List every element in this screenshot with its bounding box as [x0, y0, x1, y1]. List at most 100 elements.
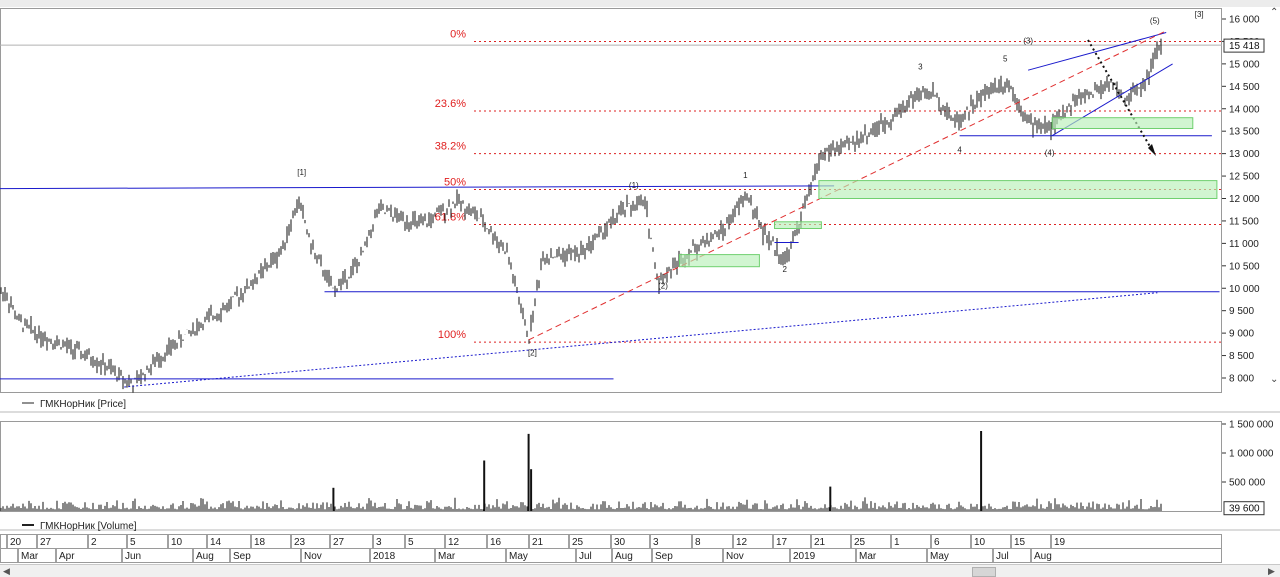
day-label: 14 — [210, 537, 222, 548]
last-volume-box — [1223, 501, 1265, 516]
price-tick-label: 8 000 — [1229, 374, 1254, 385]
wave-label: (3) — [1023, 37, 1033, 46]
month-label: Jul — [996, 551, 1009, 562]
wave-label: [2] — [528, 349, 537, 358]
price-tick-label: 10 500 — [1229, 261, 1260, 272]
day-label: 5 — [408, 537, 414, 548]
day-label: 23 — [294, 537, 306, 548]
price-panel — [0, 8, 1222, 393]
day-label: 27 — [40, 537, 52, 548]
channel-line — [1027, 32, 1167, 71]
month-label: May — [930, 551, 949, 562]
month-label: Apr — [59, 551, 75, 562]
price-tick-label: 12 000 — [1229, 194, 1260, 205]
month-label: Nov — [304, 551, 322, 562]
wave-label: 1 — [743, 171, 748, 180]
price-tick-label: 11 500 — [1229, 216, 1259, 227]
support-zone — [679, 254, 760, 268]
day-label: 1 — [894, 537, 900, 548]
wave-label: [1] — [297, 168, 306, 177]
month-label: Jun — [125, 551, 141, 562]
support-zone — [818, 180, 1218, 200]
day-label: 5 — [130, 537, 136, 548]
day-label: 20 — [10, 537, 22, 548]
day-label: 8 — [695, 537, 701, 548]
price-tick-label: 10 000 — [1229, 284, 1260, 295]
last-price-box — [1223, 38, 1265, 53]
price-bars — [0, 38, 1162, 393]
day-label: 19 — [1054, 537, 1066, 548]
volume-panel — [0, 421, 1222, 512]
day-label: 21 — [814, 537, 826, 548]
window-top-strip — [0, 0, 1280, 7]
last-price-label: 15 418 — [1229, 41, 1260, 52]
last-volume-label: 39 600 — [1229, 504, 1260, 515]
month-label: Aug — [196, 551, 214, 562]
day-label: 27 — [333, 537, 345, 548]
fib-level-label: 50% — [444, 177, 466, 189]
day-label: 6 — [934, 537, 940, 548]
day-label: 16 — [490, 537, 502, 548]
price-tick-label: 14 500 — [1229, 82, 1260, 93]
price-tick-label: 13 500 — [1229, 127, 1260, 138]
month-label: Nov — [726, 551, 744, 562]
volume-legend-label: ГМКНорНик [Volume] — [40, 521, 137, 532]
projection-arrow-head — [1148, 144, 1156, 156]
day-label: 2 — [91, 537, 97, 548]
price-tick-label: 14 000 — [1229, 104, 1260, 115]
day-label: 10 — [171, 537, 183, 548]
month-label: 2019 — [793, 551, 816, 562]
support-zone — [774, 221, 822, 230]
day-label: 3 — [653, 537, 659, 548]
volume-bars — [0, 497, 1162, 511]
price-tick-label: 8 500 — [1229, 351, 1254, 362]
day-label: 15 — [1014, 537, 1026, 548]
fib-level-label: 23.6% — [435, 98, 466, 110]
fib-level-label: 100% — [438, 329, 466, 341]
volume-tick-label: 1 000 000 — [1229, 449, 1274, 460]
day-label: 10 — [974, 537, 986, 548]
scroll-right-icon[interactable]: ▶ — [1268, 566, 1275, 576]
price-tick-label: 12 500 — [1229, 172, 1260, 183]
price-tick-label: 16 000 — [1229, 15, 1260, 26]
wave-label: (5) — [1150, 17, 1160, 26]
month-label: Jul — [579, 551, 592, 562]
volume-tick-label: 1 500 000 — [1229, 420, 1274, 431]
wave-label: [3] — [1195, 10, 1204, 19]
price-tick-label: 15 000 — [1229, 59, 1260, 70]
month-label: Mar — [859, 551, 877, 562]
day-label: 21 — [532, 537, 544, 548]
month-label: May — [509, 551, 528, 562]
wave-label: (4) — [1045, 148, 1055, 157]
wave-label: (2) — [658, 281, 668, 290]
price-tick-label: 11 000 — [1229, 239, 1259, 250]
wave-label: (1) — [629, 181, 639, 190]
horizontal-scrollbar[interactable]: ◀ ▶ — [0, 564, 1280, 577]
day-label: 30 — [614, 537, 626, 548]
month-label: Aug — [1034, 551, 1052, 562]
scroll-left-icon[interactable]: ◀ — [3, 566, 10, 576]
price-legend-label: ГМКНорНик [Price] — [40, 399, 126, 410]
month-label: 2018 — [373, 551, 396, 562]
month-label: Mar — [21, 551, 39, 562]
volume-tick-label: 500 000 — [1229, 478, 1266, 489]
month-label: Aug — [615, 551, 633, 562]
day-label: 25 — [854, 537, 866, 548]
trend-line — [124, 292, 1158, 388]
wave-label: 4 — [957, 145, 962, 154]
month-label: Sep — [655, 551, 673, 562]
day-label: 12 — [736, 537, 748, 548]
projection-arrow — [1087, 39, 1153, 151]
day-label: 12 — [448, 537, 460, 548]
wave-label: 5 — [1003, 55, 1008, 64]
price-tick-label: 9 000 — [1229, 329, 1254, 340]
price-tick-label: 13 000 — [1229, 149, 1260, 160]
day-label: 18 — [254, 537, 266, 548]
day-label: 25 — [572, 537, 584, 548]
fib-level-label: 0% — [450, 28, 466, 40]
price-scale-down-icon[interactable]: ⌄ — [1270, 374, 1279, 385]
wave-label: 2 — [782, 265, 787, 274]
month-label: Sep — [233, 551, 251, 562]
price-scale-up-icon[interactable]: ⌃ — [1270, 7, 1279, 18]
